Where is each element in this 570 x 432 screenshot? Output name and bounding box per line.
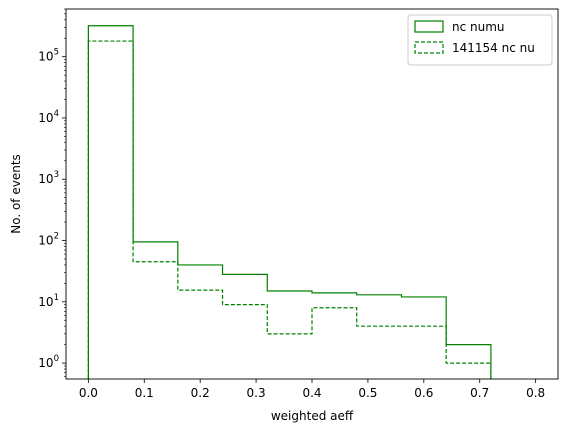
legend: nc numu 141154 nc nu	[407, 14, 553, 66]
series-step-nc-numu	[87, 25, 492, 379]
y-tick-label: 105	[38, 48, 59, 64]
series-step-141154-nc-nu	[87, 40, 492, 379]
x-tick-label: 0.4	[302, 386, 321, 400]
legend-swatch-nc-numu	[414, 20, 444, 33]
y-tick-label: 101	[38, 293, 59, 309]
y-tick-label: 100	[38, 354, 59, 370]
x-tick-label: 0.1	[135, 386, 154, 400]
x-tick-label: 0.2	[191, 386, 210, 400]
y-tick-label: 102	[38, 232, 59, 248]
legend-label-141154-nc-nu: 141154 nc nu	[452, 41, 535, 55]
y-axis: 100 101 102 103 104 105	[38, 8, 66, 377]
x-tick-label: 0.7	[470, 386, 489, 400]
x-axis: 0.0 0.1 0.2 0.3 0.4 0.5 0.6 0.7 0.8	[79, 379, 545, 400]
x-tick-label: 0.5	[358, 386, 377, 400]
x-tick-label: 0.3	[247, 386, 266, 400]
plot-content	[87, 25, 492, 379]
y-axis-label: No. of events	[9, 154, 23, 234]
x-tick-label: 0.8	[526, 386, 545, 400]
x-tick-label: 0.0	[79, 386, 98, 400]
legend-box	[407, 14, 553, 66]
y-tick-label: 103	[38, 170, 59, 186]
x-axis-label: weighted aeff	[271, 409, 354, 423]
x-tick-label: 0.6	[414, 386, 433, 400]
y-tick-label: 104	[38, 109, 59, 125]
legend-swatch-141154-nc-nu	[414, 41, 444, 54]
legend-label-nc-numu: nc numu	[452, 20, 505, 34]
